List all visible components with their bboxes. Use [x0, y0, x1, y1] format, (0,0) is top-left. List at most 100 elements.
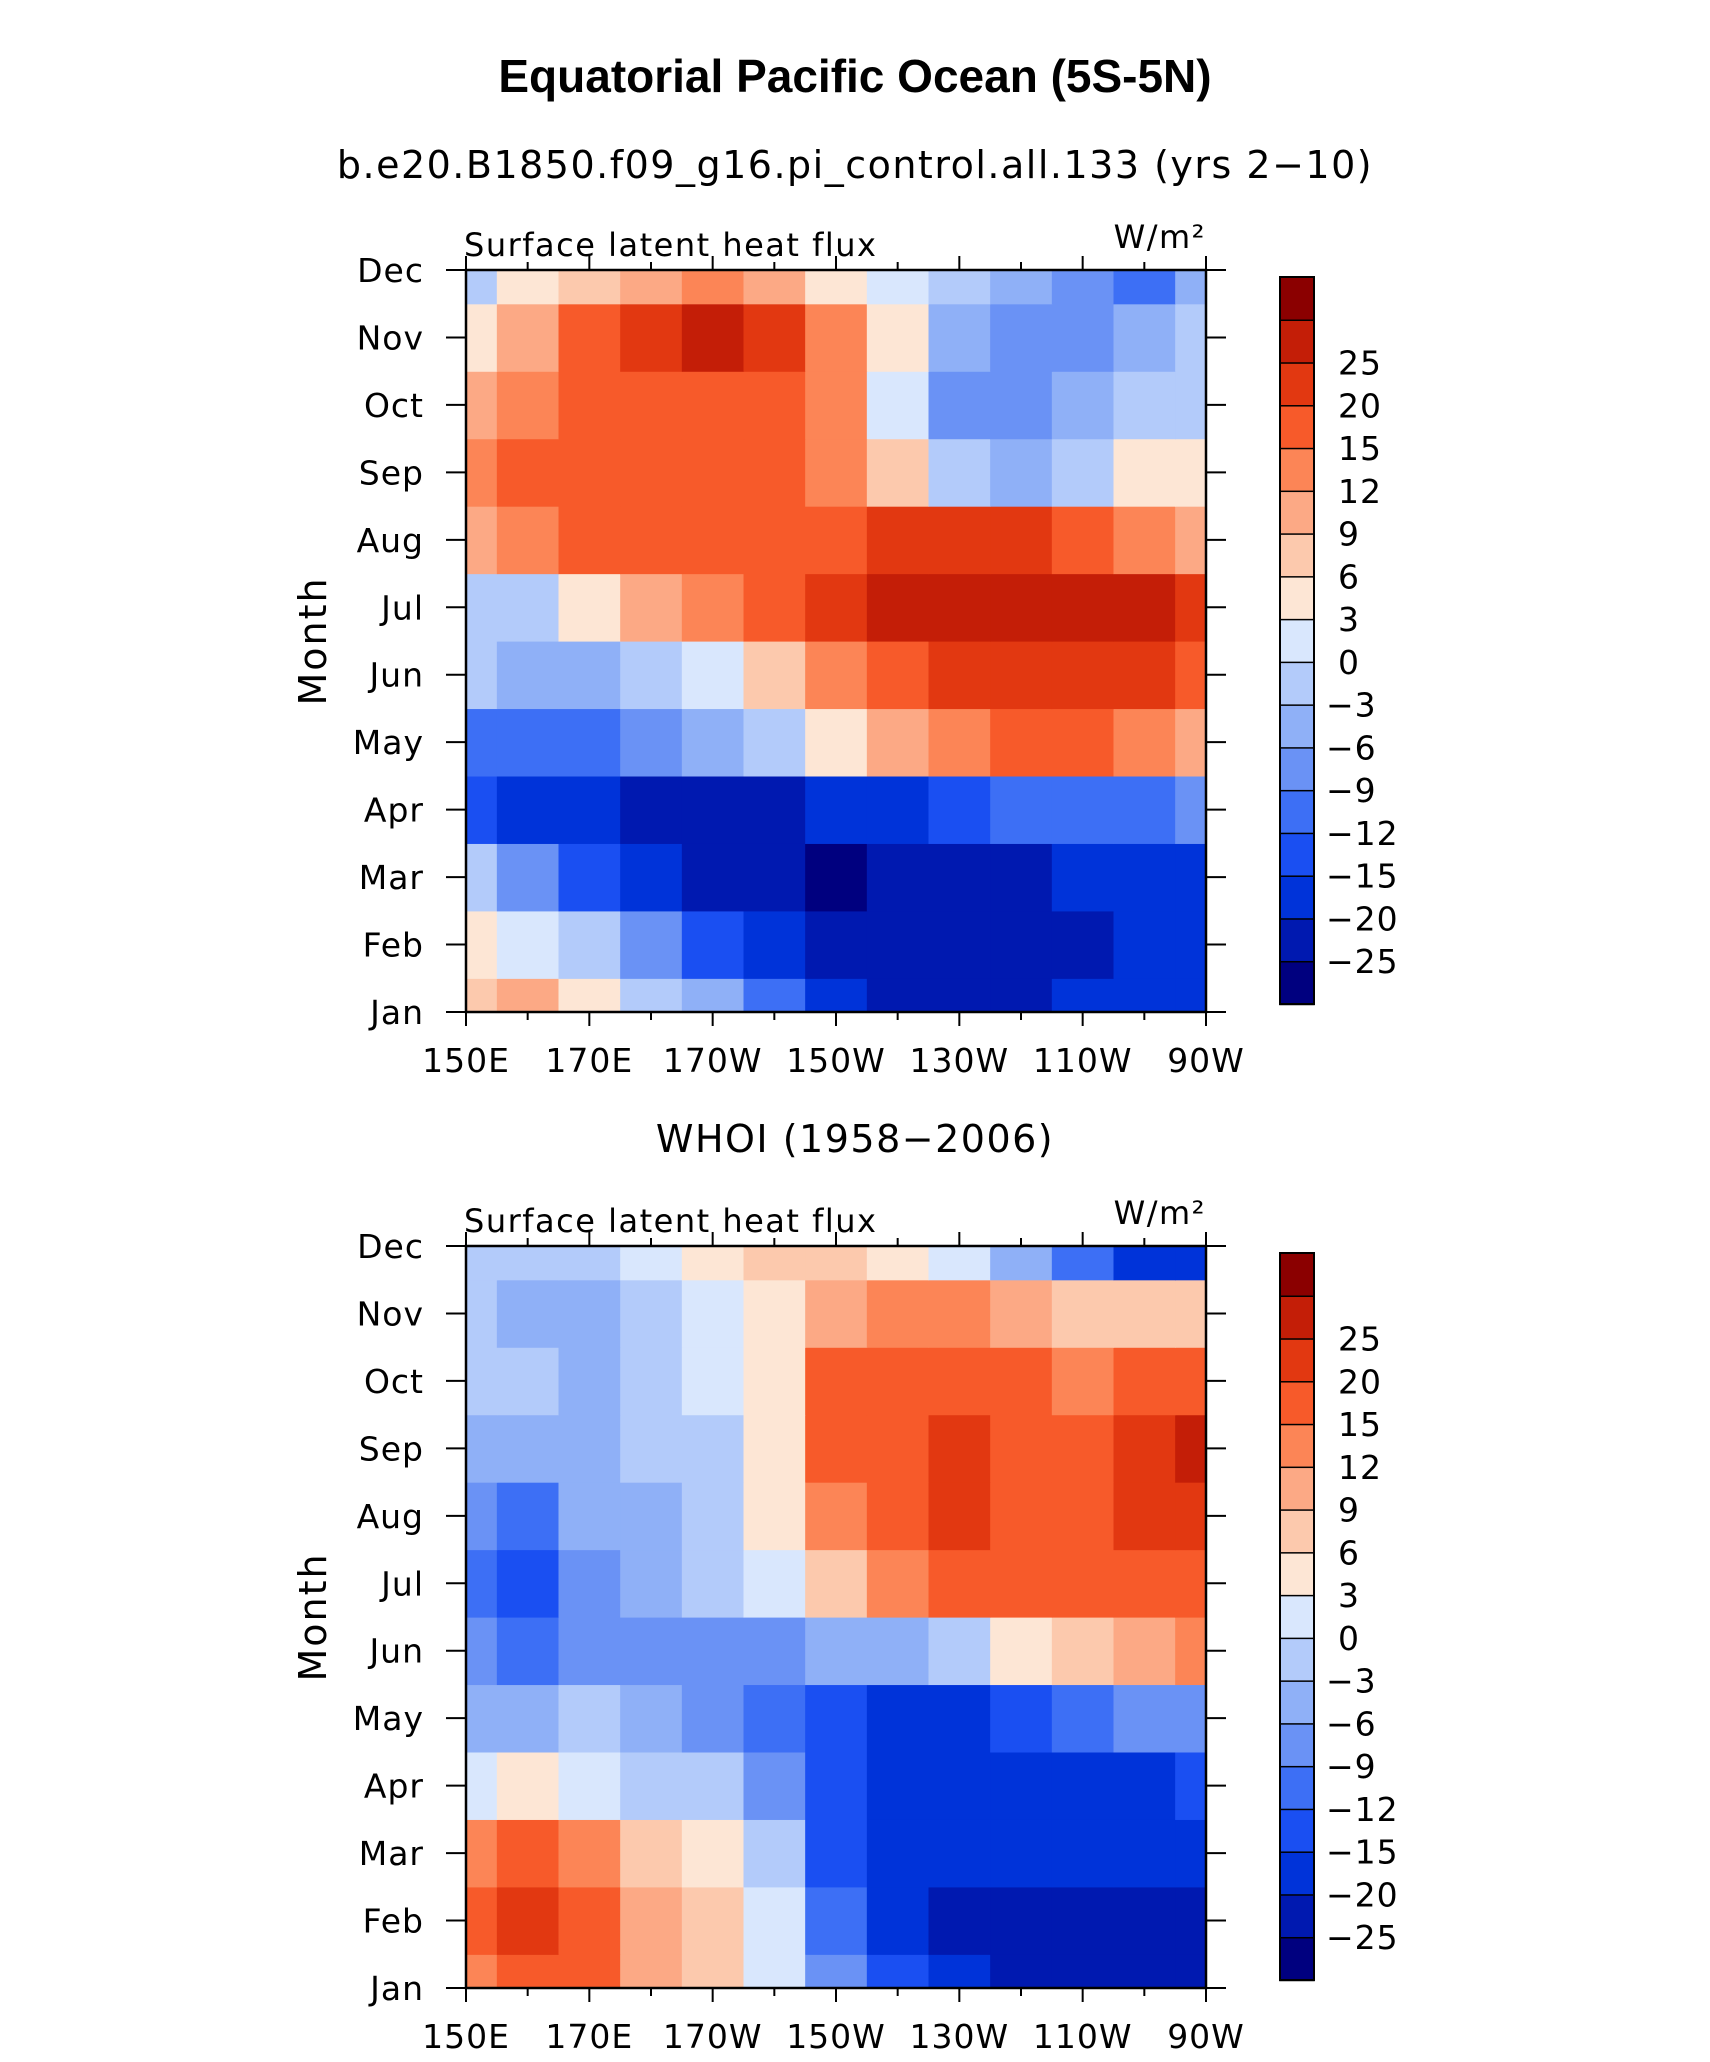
figure-title: Equatorial Pacific Ocean (5S-5N)	[498, 50, 1211, 102]
heatmap-cell	[1175, 1279, 1206, 1348]
heatmap-cell	[866, 1414, 930, 1483]
heatmap-cell	[805, 775, 868, 844]
heatmap-cell	[743, 1684, 806, 1753]
heatmap-cell	[805, 1954, 868, 1988]
colorbar-swatch	[1279, 447, 1315, 493]
colorbar-swatch	[1279, 1893, 1315, 1939]
heatmap-cell	[866, 1549, 930, 1618]
heatmap-cell	[743, 1886, 806, 1955]
heatmap-cell	[558, 1954, 621, 1988]
heatmap-cell	[805, 1617, 868, 1686]
heatmap-cell	[990, 506, 1053, 575]
heatmap-cell	[681, 506, 745, 575]
heatmap-cell	[866, 1684, 930, 1753]
variable-label: Surface latent heat flux	[464, 1202, 877, 1240]
heatmap-cell	[558, 506, 621, 575]
heatmap-cell	[990, 371, 1053, 440]
heatmap-cell	[681, 1246, 745, 1281]
heatmap-cell	[466, 573, 498, 642]
colorbar-label: 25	[1338, 1320, 1382, 1359]
colorbar-swatch	[1279, 1850, 1315, 1896]
heatmap-cell	[1051, 1819, 1115, 1888]
heatmap-cell	[496, 1246, 560, 1281]
heatmap-cell	[466, 708, 498, 777]
heatmap-cell	[466, 270, 498, 305]
heatmap-cell	[990, 1617, 1053, 1686]
heatmap-cell	[496, 1954, 560, 1988]
colorbar-swatch	[1279, 1466, 1315, 1511]
heatmap-cell	[620, 708, 683, 777]
heatmap-cell	[990, 1347, 1053, 1416]
heatmap-cell	[466, 843, 498, 912]
x-tick-label: 110W	[1033, 1041, 1133, 1080]
heatmap-cell	[558, 371, 621, 440]
x-tick-label: 170W	[663, 2017, 763, 2056]
heatmap-cell	[558, 1347, 621, 1416]
colorbar-label: 20	[1338, 1362, 1382, 1401]
heatmap-cell	[620, 1954, 683, 1988]
colorbar-label: −12	[1326, 1790, 1399, 1829]
colorbar-swatch	[1279, 1337, 1315, 1383]
heatmap-cell	[466, 1819, 498, 1888]
colorbar-label: −9	[1326, 771, 1377, 810]
colorbar-label: 0	[1338, 1619, 1360, 1658]
panel-subtitle: WHOI (1958−2006)	[656, 1117, 1054, 1161]
heatmap-cell	[1113, 708, 1176, 777]
heatmap-cell	[805, 1886, 868, 1955]
heatmap-cell	[928, 910, 991, 979]
heatmap-cell	[928, 1617, 991, 1686]
heatmap-cell	[743, 438, 806, 507]
heatmap-cell	[866, 843, 930, 912]
colorbar-swatch	[1279, 1380, 1315, 1426]
heatmap-cell	[928, 371, 991, 440]
y-tick-label: Apr	[364, 1767, 424, 1806]
colorbar-label: −20	[1326, 899, 1399, 938]
heatmap-cell	[620, 978, 683, 1012]
heatmap-cell	[1113, 1347, 1176, 1416]
heatmap-cell	[805, 573, 868, 642]
heatmap-cell	[496, 1347, 560, 1416]
colorbar-swatch	[1279, 490, 1315, 535]
heatmap-cell	[866, 1347, 930, 1416]
heatmap-cell	[1051, 303, 1115, 372]
heatmap-cell	[928, 1549, 991, 1618]
heatmap-cell	[620, 371, 683, 440]
heatmap-cell	[1051, 1279, 1115, 1348]
heatmap-cell	[990, 978, 1053, 1012]
heatmap-cell	[1113, 1246, 1176, 1281]
heatmap-cell	[496, 1684, 560, 1753]
heatmap-cell	[681, 303, 745, 372]
colorbar-swatch	[1279, 661, 1315, 706]
heatmap-cell	[620, 270, 683, 305]
heatmap-cell	[990, 270, 1053, 305]
heatmap-cell	[805, 641, 868, 710]
heatmap-cell	[866, 573, 930, 642]
y-tick-label: Sep	[359, 1429, 424, 1468]
colorbar-swatch	[1279, 1508, 1315, 1554]
heatmap-cell	[1051, 1414, 1115, 1483]
colorbar-swatch	[1279, 1765, 1315, 1811]
y-tick-label: Mar	[359, 1834, 424, 1873]
heatmap-cell	[681, 1414, 745, 1483]
heatmap-cell	[743, 978, 806, 1012]
heatmap-cell	[1051, 843, 1115, 912]
colorbar-swatch	[1279, 575, 1315, 621]
heatmap-cell	[866, 1886, 930, 1955]
heatmap-cell	[990, 1751, 1053, 1820]
heatmap-cell	[928, 1482, 991, 1551]
colorbar-label: 3	[1338, 1576, 1360, 1615]
colorbar-label: 6	[1338, 1533, 1360, 1572]
colorbar-swatch	[1279, 832, 1315, 877]
colorbar-label: 20	[1338, 386, 1382, 425]
heatmap-cell	[558, 1819, 621, 1888]
heatmap-cell	[805, 1751, 868, 1820]
colorbar-label: −15	[1326, 857, 1399, 896]
y-tick-label: Aug	[357, 1497, 424, 1536]
heatmap-cell	[558, 270, 621, 305]
heatmap-cell	[558, 1617, 621, 1686]
heatmap-cell	[743, 270, 806, 305]
heatmap-cell	[805, 843, 868, 912]
panel-subtitle: b.e20.B1850.f09_g16.pi_control.all.133 (…	[337, 143, 1373, 187]
heatmap-cell	[466, 1246, 498, 1281]
heatmap-cell	[1051, 1549, 1115, 1618]
